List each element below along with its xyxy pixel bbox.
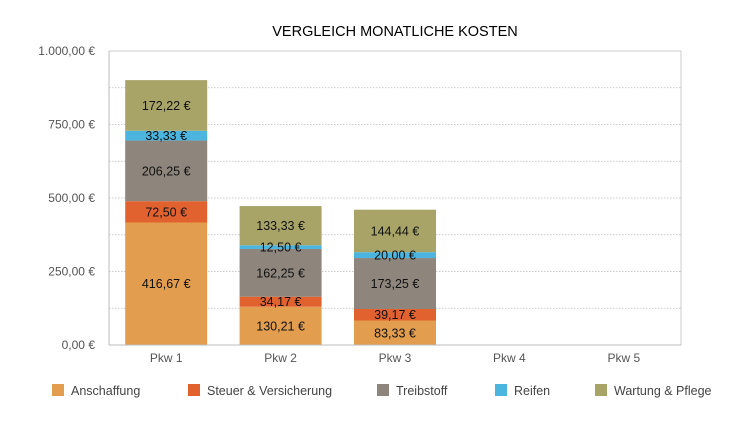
bar-segment [125,80,208,131]
data-label: 173,25 € [371,277,420,291]
legend-swatch [595,384,607,396]
bar-segment [239,206,322,246]
data-label: 83,33 € [374,326,416,340]
legend-label: Reifen [514,384,550,398]
data-label: 416,67 € [142,277,191,291]
legend-swatch [377,384,389,396]
legend-item: Anschaffung [52,384,140,398]
chart-title: VERGLEICH MONATLICHE KOSTEN [272,24,517,40]
x-tick-label: Pkw 5 [607,351,640,365]
bar-segment [354,308,436,321]
bar-segment [125,201,208,223]
legend-label: Wartung & Pflege [614,384,712,398]
y-tick-label: 250,00 € [48,265,95,279]
bar-segment [125,130,208,141]
bar-segment [125,222,208,345]
bar-segment [239,306,322,345]
data-label: 34,17 € [260,295,302,309]
legend-label: Steuer & Versicherung [207,384,332,398]
legend-item: Steuer & Versicherung [188,384,332,398]
bar-segment [354,320,436,345]
data-label: 20,00 € [374,249,416,263]
data-label: 144,44 € [371,224,420,238]
bar-segment [239,245,322,249]
x-tick-label: Pkw 1 [150,351,183,365]
bar-segment [239,248,322,297]
legend-item: Treibstoff [377,384,448,398]
bar-segment [354,252,436,259]
y-tick-label: 0,00 € [62,338,96,352]
legend-label: Treibstoff [396,384,448,398]
x-tick-label: Pkw 2 [264,351,297,365]
y-tick-label: 1.000,00 € [38,44,95,58]
data-label: 39,17 € [374,308,416,322]
legend-swatch [188,384,200,396]
data-label: 33,33 € [145,129,187,143]
legend-item: Wartung & Pflege [595,384,712,398]
data-label: 12,50 € [260,241,302,255]
data-label: 162,25 € [256,266,305,280]
bar-segment [125,140,208,202]
legend-swatch [495,384,507,396]
x-tick-label: Pkw 4 [493,351,526,365]
data-label: 72,50 € [145,205,187,219]
bar-segment [354,258,436,309]
y-tick-label: 750,00 € [48,118,95,132]
bar-segment [239,296,322,307]
data-label: 172,22 € [142,99,191,113]
data-label: 130,21 € [256,319,305,333]
legend-swatch [52,384,64,396]
data-label: 133,33 € [256,219,305,233]
bar-segment [354,209,436,253]
x-tick-label: Pkw 3 [379,351,412,365]
legend-item: Reifen [495,384,550,398]
y-tick-label: 500,00 € [48,191,95,205]
data-label: 206,25 € [142,164,191,178]
legend-label: Anschaffung [71,384,140,398]
